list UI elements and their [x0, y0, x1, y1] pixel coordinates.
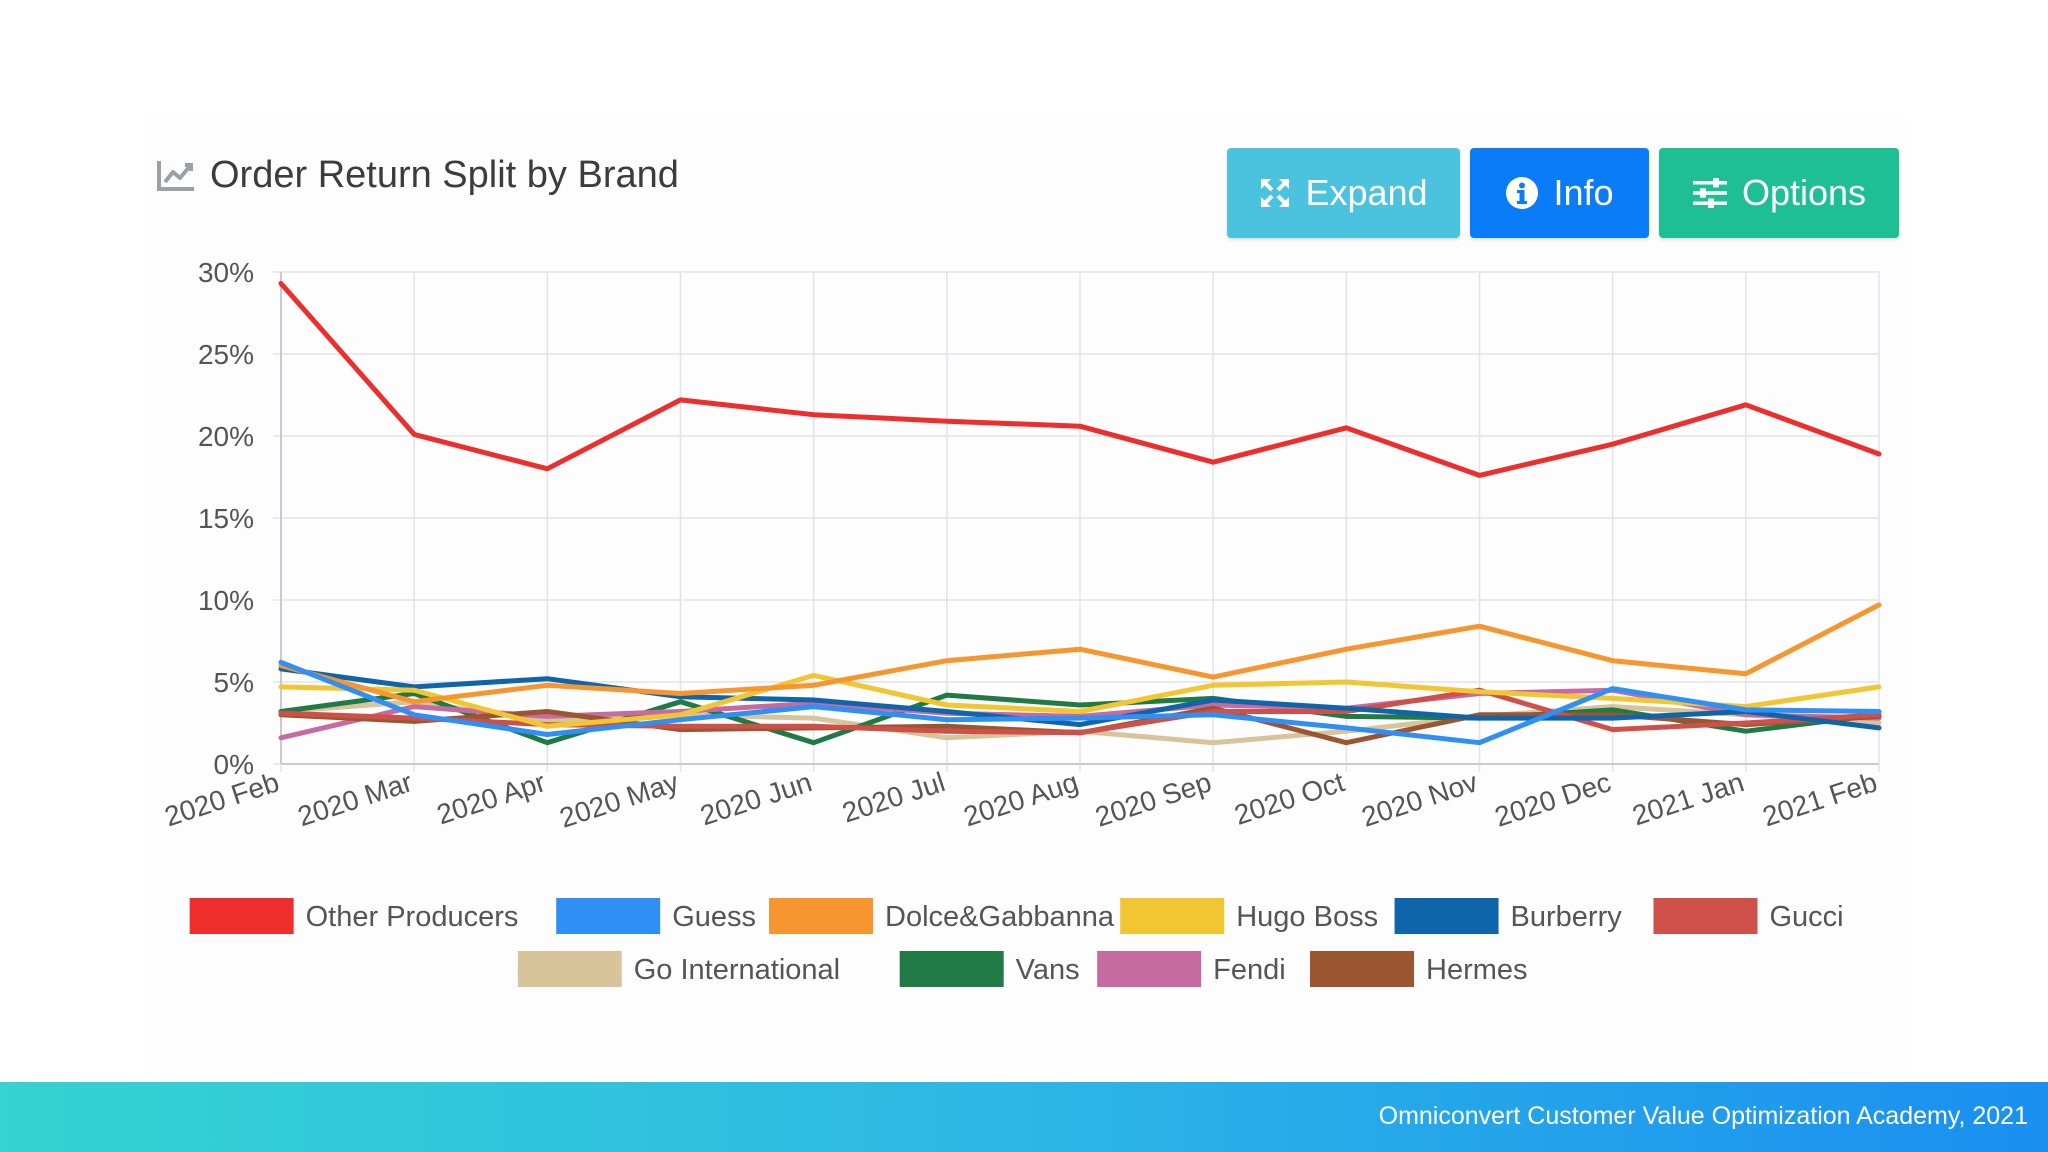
- x-tick-label: 2020 Sep: [1091, 766, 1215, 833]
- x-tick-label: 2021 Feb: [1759, 766, 1881, 832]
- legend-swatch[interactable]: [899, 951, 1004, 987]
- x-tick-label: 2020 Jun: [696, 766, 815, 831]
- x-tick-label: 2020 Nov: [1358, 766, 1482, 833]
- y-tick-label: 20%: [198, 421, 254, 452]
- legend-label[interactable]: Gucci: [1770, 901, 1844, 933]
- sliders-icon: [1692, 178, 1728, 208]
- y-tick-label: 10%: [198, 585, 254, 616]
- legend-swatch[interactable]: [1394, 898, 1499, 934]
- expand-button[interactable]: Expand: [1227, 148, 1460, 238]
- legend-label[interactable]: Guess: [672, 901, 756, 933]
- series-line: [278, 659, 1882, 746]
- expand-icon: [1259, 177, 1291, 209]
- x-tick-label: 2020 Apr: [433, 766, 549, 830]
- legend-label[interactable]: Burberry: [1511, 901, 1623, 933]
- series-line: [278, 602, 1882, 705]
- footer-bar: Omniconvert Customer Value Optimization …: [0, 1082, 2048, 1152]
- info-icon: [1505, 176, 1539, 210]
- y-tick-label: 5%: [214, 667, 254, 698]
- legend-swatch[interactable]: [1120, 898, 1225, 934]
- line-chart: 0%5%10%15%20%25%30%2020 Feb 2020 Mar 2020 …: [161, 257, 1882, 987]
- y-tick-label: 15%: [198, 503, 254, 534]
- series-line: [278, 281, 1882, 478]
- x-tick-label: 2021 Jan: [1629, 766, 1748, 831]
- expand-label: Expand: [1305, 172, 1428, 213]
- legend-swatch[interactable]: [189, 898, 294, 934]
- legend-label[interactable]: Hermes: [1426, 954, 1528, 986]
- y-tick-label: 30%: [198, 257, 254, 288]
- legend-swatch[interactable]: [1653, 898, 1758, 934]
- series-line: [278, 672, 1882, 729]
- footer-text: Omniconvert Customer Value Optimization …: [1378, 1102, 2028, 1130]
- y-tick-label: 0%: [214, 749, 254, 780]
- x-tick-label: 2020 Mar: [294, 766, 416, 832]
- line-chart-icon: [156, 158, 196, 192]
- info-button[interactable]: Info: [1470, 148, 1649, 238]
- legend-swatch[interactable]: [1097, 951, 1202, 987]
- legend-label[interactable]: Dolce&Gabbanna: [885, 901, 1115, 933]
- chart-panel: [145, 115, 1905, 1075]
- series-line: [278, 691, 1882, 746]
- info-label: Info: [1553, 172, 1614, 213]
- legend-swatch[interactable]: [517, 951, 622, 987]
- legend-label[interactable]: Fendi: [1213, 954, 1286, 986]
- page-title: Order Return Split by Brand: [210, 153, 679, 196]
- y-tick-label: 25%: [198, 339, 254, 370]
- x-tick-label: 2020 Jul: [838, 766, 948, 828]
- legend-label[interactable]: Go International: [634, 954, 840, 986]
- series-line: [278, 666, 1882, 731]
- chart-header: Order Return Split by Brand: [156, 152, 679, 198]
- x-tick-label: 2020 May: [556, 766, 683, 833]
- options-label: Options: [1741, 172, 1867, 213]
- legend-label[interactable]: Vans: [1016, 954, 1080, 986]
- legend-swatch[interactable]: [1310, 951, 1415, 987]
- options-button[interactable]: Options: [1659, 148, 1899, 238]
- legend-label[interactable]: Other Producers: [306, 901, 519, 933]
- legend-label[interactable]: Hugo Boss: [1236, 901, 1378, 933]
- x-tick-label: 2020 Dec: [1491, 766, 1615, 833]
- x-tick-label: 2020 Oct: [1231, 766, 1349, 831]
- legend-swatch[interactable]: [556, 898, 661, 934]
- legend-swatch[interactable]: [769, 898, 874, 934]
- x-tick-label: 2020 Aug: [960, 766, 1082, 832]
